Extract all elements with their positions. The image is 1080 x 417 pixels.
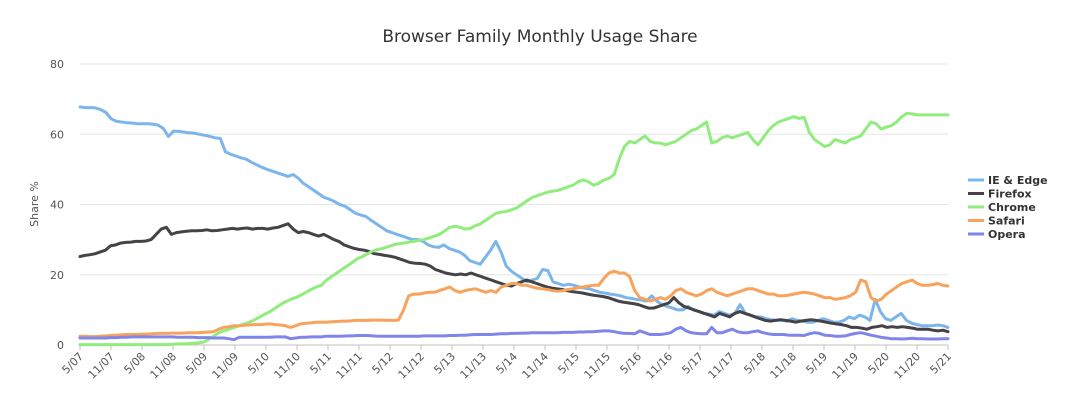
y-tick-label: 60 [50, 128, 64, 141]
legend-item[interactable]: Safari [968, 215, 1025, 228]
x-tick-label: 5/15 [555, 350, 582, 377]
x-tick-label: 5/09 [183, 350, 210, 377]
x-tick-label: 11/15 [582, 350, 614, 382]
x-tick-label: 11/13 [458, 350, 490, 382]
series-line-opera [78, 325, 950, 342]
x-tick-label: 11/20 [892, 350, 924, 382]
legend-label: Firefox [988, 188, 1032, 201]
legend-item[interactable]: Opera [968, 228, 1026, 241]
chart-title: Browser Family Monthly Usage Share [382, 27, 697, 47]
x-tick-label: 5/16 [617, 350, 644, 377]
x-tick-label: 5/08 [121, 350, 148, 377]
x-tick-label: 11/14 [520, 350, 552, 382]
x-tick-label: 11/11 [334, 350, 366, 382]
x-axis-ticks: 5/07 11/07 5/08 11/08 5/09 11/09 5/10 11/10 5/11… [59, 345, 954, 382]
x-tick-label: 5/12 [369, 350, 396, 377]
x-tick-label: 11/12 [396, 350, 428, 382]
x-tick-label: 11/19 [830, 350, 862, 382]
x-tick-label: 11/10 [272, 350, 304, 382]
x-tick-label: 5/13 [431, 350, 458, 377]
x-tick-label: 11/08 [148, 350, 180, 382]
y-tick-label: 20 [50, 269, 64, 282]
y-axis-label: Share % [28, 181, 41, 227]
x-tick-label: 5/18 [741, 350, 768, 377]
x-tick-label: 5/20 [865, 350, 892, 377]
y-tick-label: 80 [50, 58, 64, 71]
x-tick-label: 5/11 [307, 350, 334, 377]
x-tick-label: 5/17 [679, 350, 706, 377]
grid-lines [80, 63, 948, 346]
x-tick-label: 11/07 [86, 350, 118, 382]
legend-label: IE & Edge [988, 174, 1048, 187]
y-tick-label: 40 [50, 199, 64, 212]
x-tick-label: 11/16 [644, 350, 676, 382]
legend-label: Safari [988, 215, 1025, 228]
x-tick-label: 5/14 [493, 350, 520, 377]
x-tick-label: 5/19 [803, 350, 830, 377]
legend-item[interactable]: IE & Edge [968, 174, 1048, 187]
legend-label: Opera [988, 228, 1026, 241]
x-tick-label: 5/10 [245, 350, 272, 377]
series-line-chrome [78, 111, 950, 347]
legend-item[interactable]: Firefox [968, 188, 1032, 201]
x-tick-label: 11/18 [768, 350, 800, 382]
x-tick-label: 11/17 [706, 350, 738, 382]
y-tick-label: 0 [57, 339, 64, 352]
legend-item[interactable]: Chrome [968, 201, 1036, 214]
x-tick-label: 5/07 [59, 350, 86, 377]
y-axis-ticks: 0 20 40 60 80 [50, 58, 64, 352]
legend-label: Chrome [988, 201, 1036, 214]
series-lines [78, 105, 950, 347]
series-line-safari [78, 269, 950, 339]
series-line-firefox [78, 222, 950, 334]
x-tick-label: 11/09 [210, 350, 242, 382]
x-tick-label: 5/21 [927, 350, 954, 377]
